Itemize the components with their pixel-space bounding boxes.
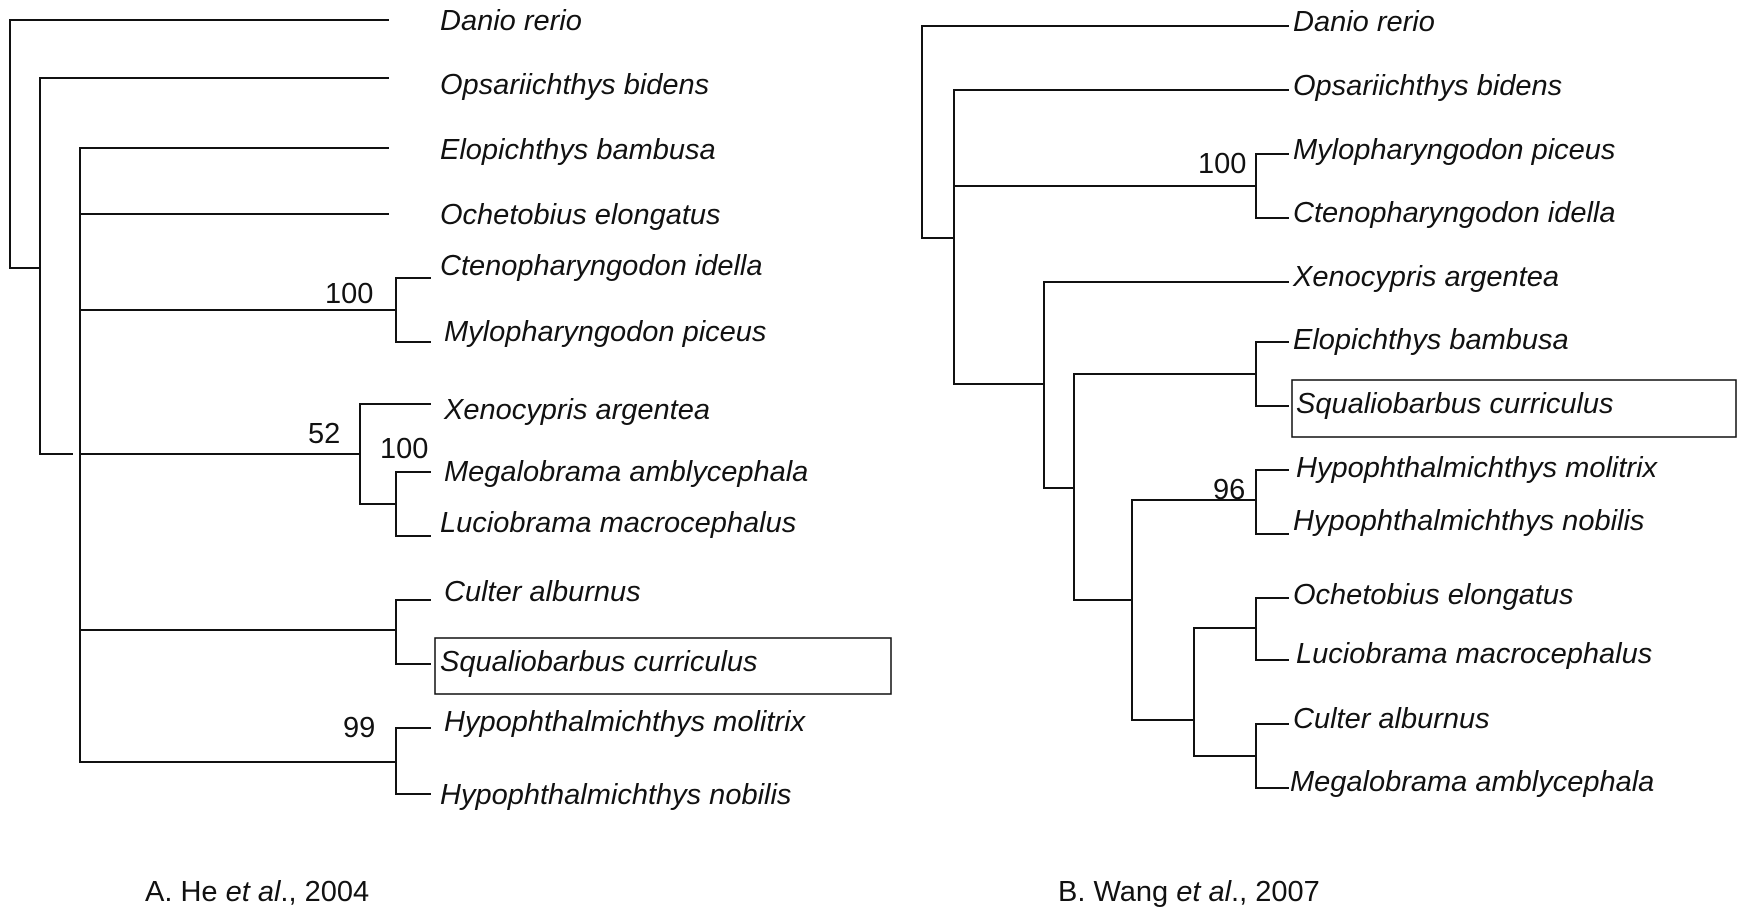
taxon-label: Elopichthys bambusa [1293, 324, 1569, 356]
panel-a-caption: A. He et al., 2004 [145, 876, 369, 908]
tree-b-taxa: Danio rerio Opsariichthys bidens Mylopha… [1290, 6, 1659, 798]
support-value: 100 [1198, 148, 1246, 180]
taxon-label: Ochetobius elongatus [440, 199, 721, 231]
taxon-label: Luciobrama macrocephalus [1296, 638, 1652, 670]
support-value: 52 [308, 418, 340, 450]
highlighted-taxon-label: Squaliobarbus curriculus [1296, 388, 1614, 420]
highlight-box [1291, 379, 1737, 438]
tree-a-support: 100 52 100 99 [308, 278, 428, 744]
taxon-label: Ctenopharyngodon idella [1293, 197, 1615, 229]
taxon-label: Xenocypris argentea [443, 394, 710, 426]
branch [921, 25, 955, 239]
taxon-label: Opsariichthys bidens [1293, 70, 1562, 102]
branch [1073, 373, 1133, 601]
taxon-label: Hypophthalmichthys molitrix [444, 706, 807, 738]
taxon-label: Mylopharyngodon piceus [1293, 134, 1615, 166]
taxon-label: Danio rerio [1293, 6, 1435, 38]
taxon-label: Culter alburnus [1293, 703, 1490, 735]
support-value: 96 [1213, 474, 1245, 506]
support-value: 99 [343, 712, 375, 744]
taxon-label: Culter alburnus [444, 576, 641, 608]
branch [39, 77, 73, 455]
taxon-label: Opsariichthys bidens [440, 69, 709, 101]
tree-b-support: 100 96 [1198, 148, 1246, 506]
taxon-label: Ochetobius elongatus [1293, 579, 1574, 611]
tree-panel-b: Danio rerio Opsariichthys bidens Mylopha… [921, 6, 1737, 908]
taxon-label: Megalobrama amblycephala [1290, 766, 1654, 798]
panel-b-caption: B. Wang et al., 2007 [1058, 876, 1320, 908]
tree-panel-a: Danio rerio Opsariichthys bidens Elopich… [9, 5, 892, 908]
tree-a-branches [9, 19, 431, 795]
support-value: 100 [380, 433, 428, 465]
taxon-label: Xenocypris argentea [1292, 261, 1559, 293]
support-value: 100 [325, 278, 373, 310]
highlight-box [434, 637, 892, 695]
taxon-label: Hypophthalmichthys molitrix [1296, 452, 1659, 484]
branch [1043, 281, 1075, 489]
taxon-label: Hypophthalmichthys nobilis [1293, 505, 1644, 537]
taxon-label: Danio rerio [440, 5, 582, 37]
tree-a-taxa: Danio rerio Opsariichthys bidens Elopich… [440, 5, 808, 811]
taxon-label: Hypophthalmichthys nobilis [440, 779, 791, 811]
taxon-label: Megalobrama amblycephala [444, 456, 808, 488]
highlighted-taxon-label: Squaliobarbus curriculus [440, 646, 758, 678]
taxon-label: Luciobrama macrocephalus [440, 507, 796, 539]
tree-b-branches [921, 25, 1289, 789]
taxon-label: Elopichthys bambusa [440, 134, 716, 166]
taxon-label: Ctenopharyngodon idella [440, 250, 762, 282]
taxon-label: Mylopharyngodon piceus [444, 316, 766, 348]
branch [9, 19, 39, 269]
